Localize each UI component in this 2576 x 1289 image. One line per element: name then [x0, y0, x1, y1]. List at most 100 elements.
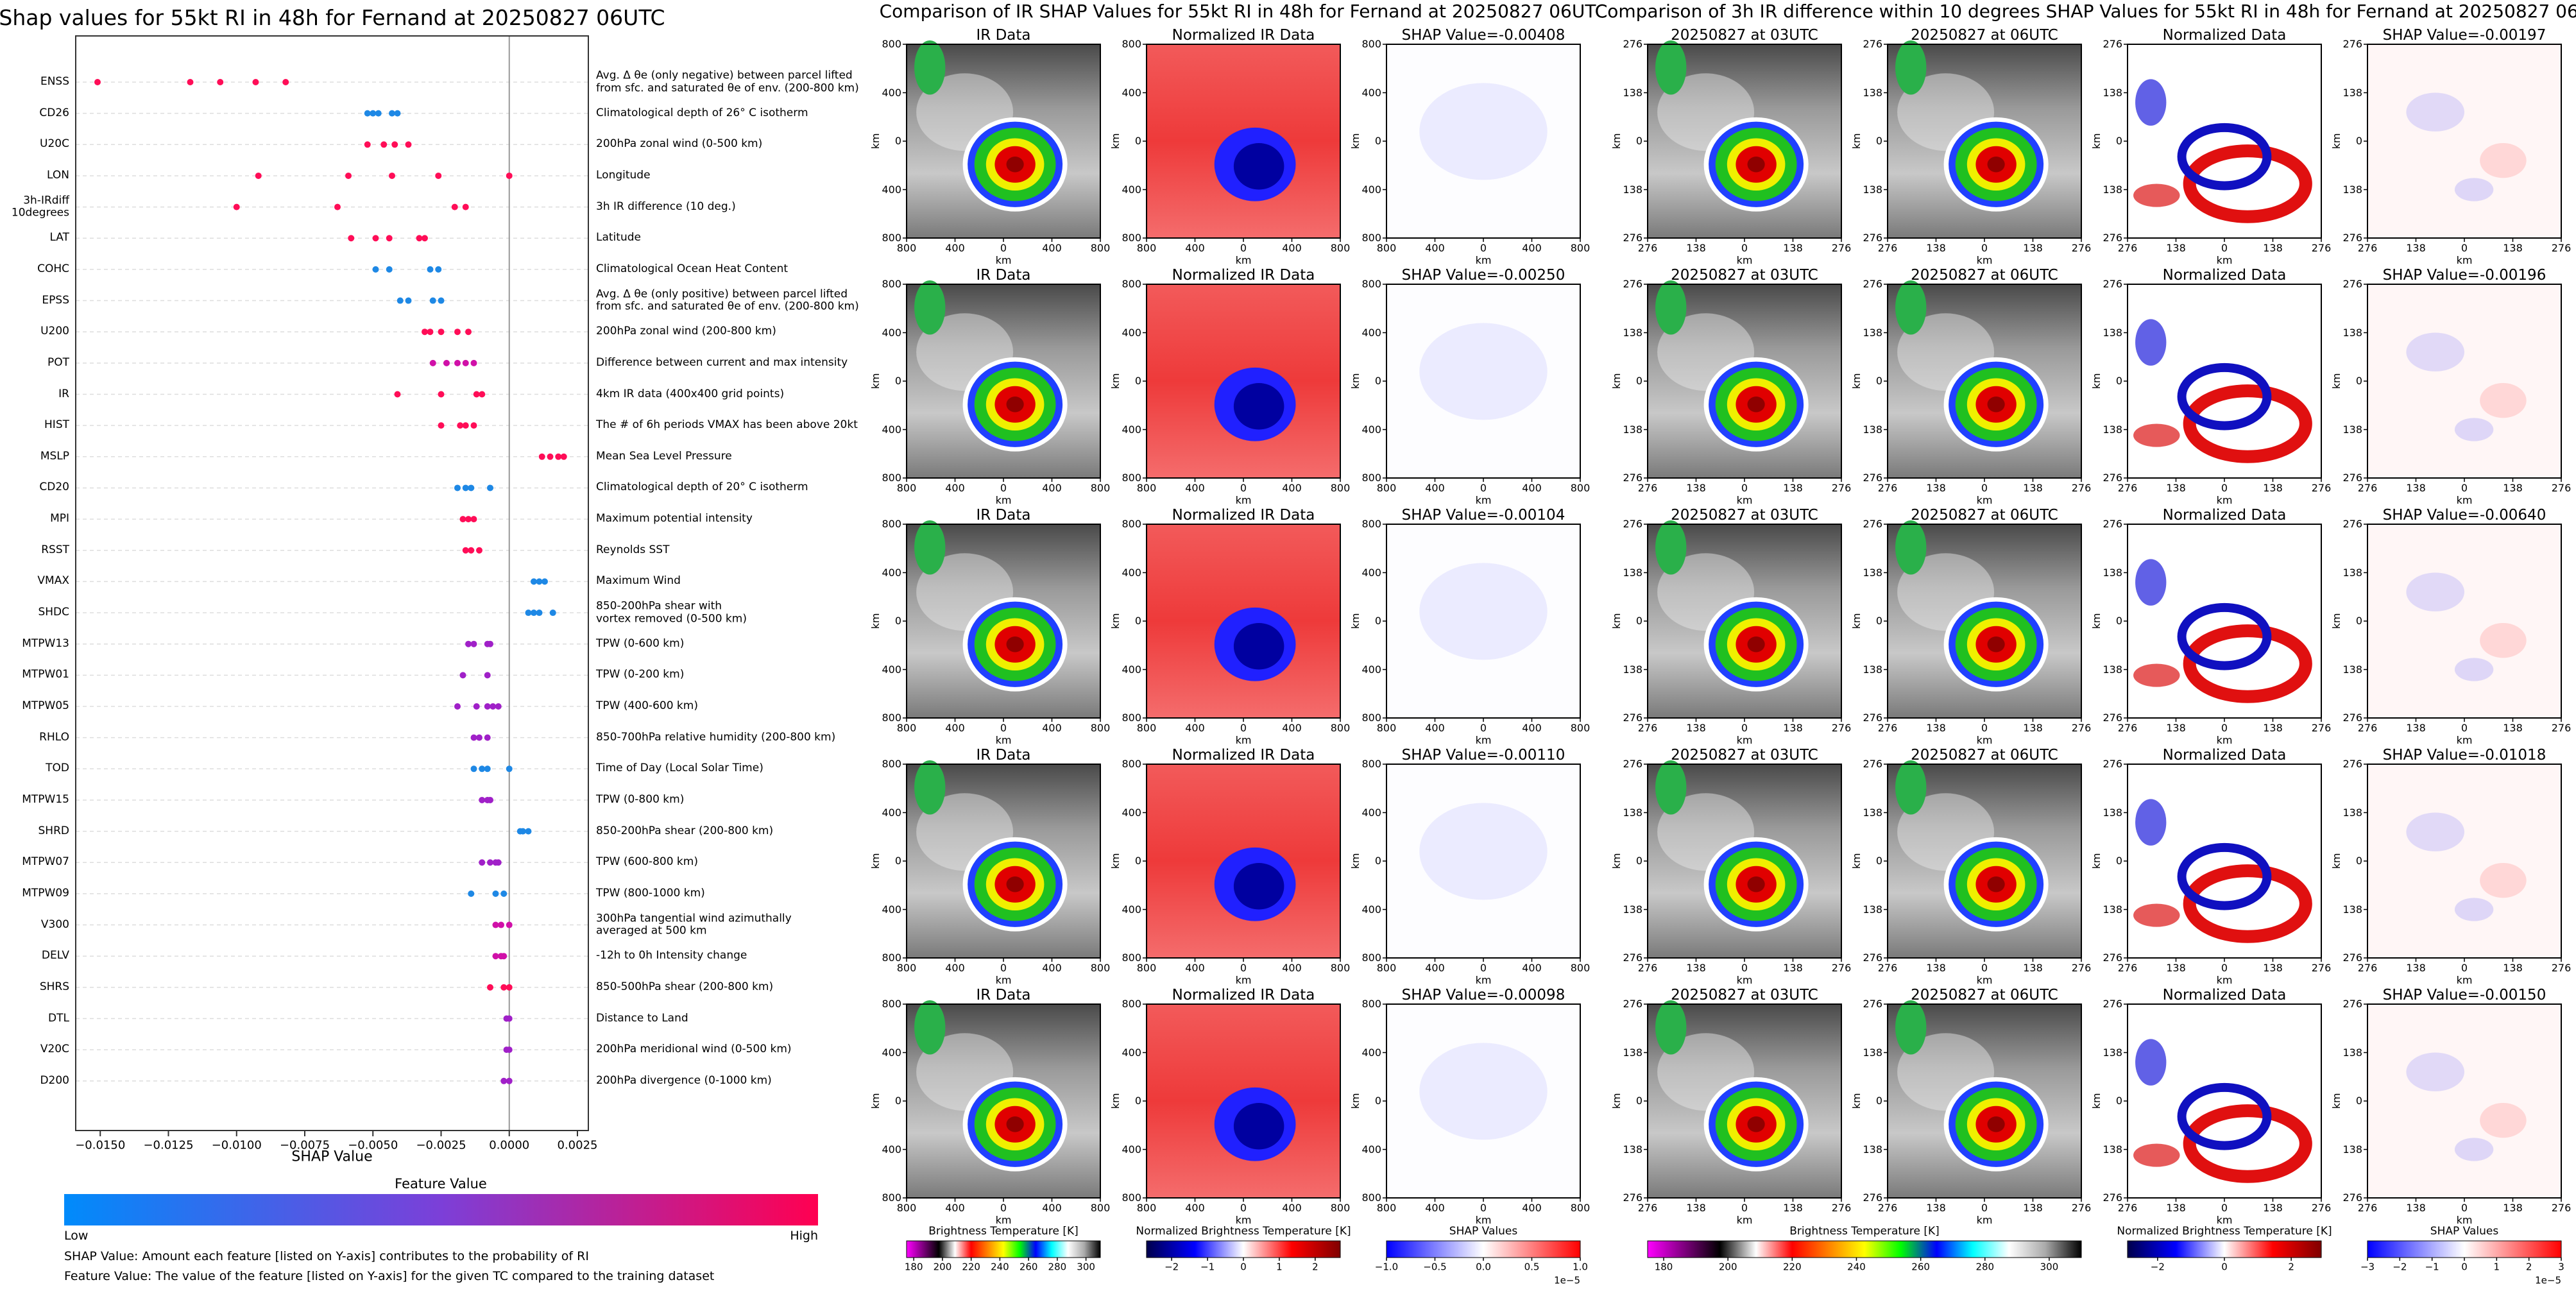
group-title: Comparison of 3h IR difference within 10…	[1594, 0, 2576, 22]
shap-point	[364, 141, 371, 148]
x-tick-label: 800	[1376, 721, 1397, 734]
y-axis-label: km	[2330, 1093, 2342, 1109]
x-tick-label: 800	[1330, 241, 1351, 254]
y-tick-label: 800	[1122, 997, 1141, 1010]
x-tick-label: 800	[1570, 1201, 1591, 1214]
x-tick-label: 138	[2023, 721, 2043, 734]
y-tick-label: 400	[1122, 663, 1141, 676]
shap-point	[487, 984, 493, 991]
warm-arc	[2183, 384, 2312, 463]
cold-core	[1233, 143, 1284, 190]
y-axis-label: km	[2330, 853, 2342, 869]
shap-image	[1386, 1004, 1580, 1198]
shap-point	[454, 359, 461, 366]
x-axis-label: km	[1976, 733, 1993, 746]
x-tick-label: 400	[1522, 241, 1542, 254]
x-tick-label: 0	[2221, 1201, 2228, 1214]
x-tick-label: 138	[2503, 1201, 2523, 1214]
x-tick-label: 138	[2406, 721, 2426, 734]
x-axis-label: km	[1976, 973, 1993, 986]
y-tick-label: 138	[2103, 423, 2122, 436]
y-tick-label: 0	[2115, 614, 2122, 627]
x-tick-label: 0	[2221, 721, 2228, 734]
shap-point	[429, 359, 436, 366]
x-tick-label: 276	[2311, 721, 2332, 734]
shap-point	[506, 765, 513, 773]
feature-label: LON	[47, 169, 69, 182]
y-tick-label: 276	[2103, 517, 2122, 530]
shap-point	[454, 329, 461, 336]
shap-region	[1419, 563, 1548, 660]
x-tick-label: 276	[1877, 961, 1898, 974]
feature-label: 3h-IRdiff 10degrees	[11, 194, 69, 219]
x-tick-label: 800	[896, 961, 917, 974]
shap-point	[380, 141, 388, 148]
feature-description: 850-700hPa relative humidity (200-800 km…	[596, 730, 836, 744]
feature-description: Reynolds SST	[596, 543, 670, 556]
feature-label: HIST	[44, 418, 69, 432]
x-axis-label: km	[2456, 973, 2473, 986]
feature-label: MTPW13	[22, 636, 69, 650]
shap-point	[492, 890, 499, 897]
feature-description: -12h to 0h Intensity change	[596, 949, 747, 962]
colorbar-tick-label: 280	[1975, 1261, 1995, 1273]
y-axis-label: km	[1349, 1093, 1361, 1109]
y-tick-label: 276	[1863, 517, 1882, 530]
colorbar-tick-label: 180	[1654, 1261, 1673, 1273]
panel-title: SHAP Value=-0.00110	[1401, 746, 1565, 764]
y-tick-label: 800	[1122, 37, 1141, 50]
feature-description: TPW (400-600 km)	[596, 699, 698, 713]
shap-point	[389, 172, 395, 179]
y-tick-label: 0	[1875, 854, 1882, 867]
y-tick-label: 400	[882, 1046, 901, 1059]
shap-point	[470, 516, 477, 523]
feature-description: Climatological Ocean Heat Content	[596, 262, 789, 276]
x-tick-label: 0	[1000, 721, 1007, 734]
colorbar-tick-label: 0.0	[1476, 1261, 1491, 1273]
storm-ring	[1006, 876, 1024, 892]
shap-point	[459, 672, 466, 679]
storm-ring	[1747, 397, 1765, 413]
shap-point	[484, 703, 491, 710]
x-tick-label: 400	[1425, 721, 1445, 734]
panel-title: SHAP Value=-0.00196	[2382, 266, 2546, 284]
feature-label: MTPW09	[22, 887, 69, 900]
x-tick-label: 276	[1831, 1201, 1852, 1214]
x-tick-label: 0	[1981, 481, 1988, 494]
x-tick-label: 800	[1090, 241, 1111, 254]
shap-point	[506, 172, 513, 179]
feature-label: RHLO	[39, 730, 69, 744]
x-tick-label: 138	[2406, 961, 2426, 974]
cloud-band	[914, 280, 946, 335]
x-tick-label: 138	[2166, 241, 2186, 254]
x-tick-label: 276	[1831, 961, 1852, 974]
y-tick-label: 800	[1122, 517, 1141, 530]
footnote: SHAP Value: Amount each feature [listed …	[64, 1249, 589, 1264]
x-tick-label: 138	[1686, 481, 1706, 494]
shap-point	[459, 516, 466, 523]
colorbar-tick-label: 300	[2040, 1261, 2059, 1273]
colorbar-label: Brightness Temperature [K]	[1789, 1225, 1940, 1238]
shap-point	[473, 703, 480, 710]
x-axis-label: km	[995, 253, 1012, 266]
shap-point	[479, 859, 486, 866]
group-title: Comparison of IR SHAP Values for 55kt RI…	[879, 0, 1608, 22]
x-tick-label: 800	[896, 1201, 917, 1214]
storm-ring	[1987, 397, 2005, 413]
x-tick-label: 400	[945, 721, 965, 734]
y-axis-label: km	[1349, 133, 1361, 149]
y-tick-label: 0	[2115, 374, 2122, 387]
colorbar-tick-label: −1	[2425, 1261, 2439, 1273]
x-tick-label: 138	[1926, 481, 1946, 494]
feature-description: 4km IR data (400x400 grid points)	[596, 387, 785, 400]
shap-blob	[2406, 1052, 2464, 1091]
feature-description: Mean Sea Level Pressure	[596, 450, 732, 463]
colorbar-tick-label: 240	[1847, 1261, 1866, 1273]
shap-point	[547, 453, 554, 460]
x-tick-label: 0	[1240, 241, 1247, 254]
x-tick-label: 138	[1686, 961, 1706, 974]
cloud-band	[914, 1000, 946, 1055]
shap-point	[500, 890, 508, 897]
colorbar-label: Feature Value	[395, 1175, 487, 1191]
